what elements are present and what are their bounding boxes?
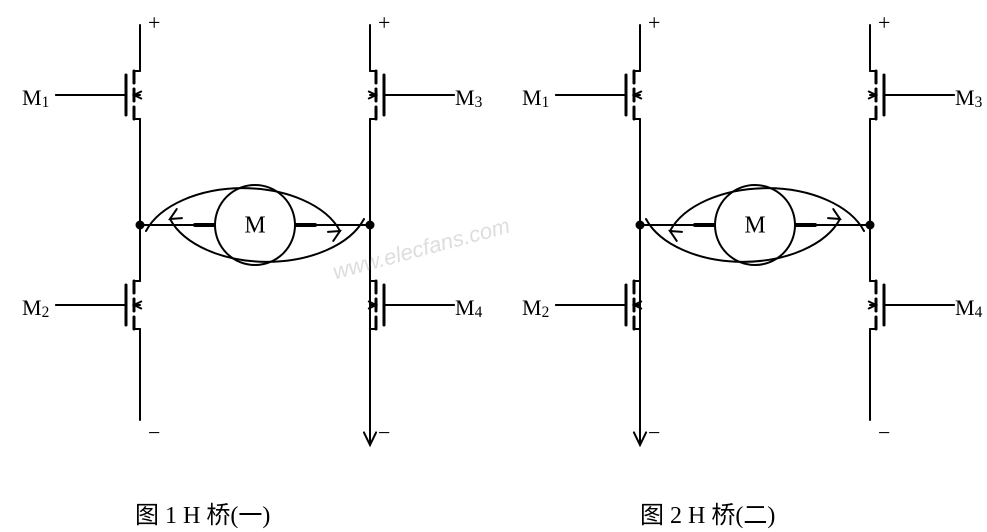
- svg-text:M2: M2: [22, 295, 49, 321]
- svg-text:M4: M4: [955, 295, 983, 321]
- svg-text:−: −: [378, 420, 390, 445]
- svg-text:−: −: [148, 420, 160, 445]
- svg-text:M: M: [244, 213, 265, 239]
- svg-text:M1: M1: [522, 85, 549, 111]
- diagram-page: + + − − M M1 M2 M3 M4 + + − − M M1 M2 M3 M4 图 1 H 桥(一) 图 2…: [0, 0, 987, 532]
- circuit-svg: + + − − M M1 M2 M3 M4 + + − − M M1 M2 M3 M4: [0, 0, 987, 532]
- svg-text:M4: M4: [455, 295, 483, 321]
- svg-text:+: +: [378, 10, 390, 35]
- hbridge-left: + + − − M M1 M2 M3 M4: [22, 10, 483, 445]
- svg-text:+: +: [148, 10, 160, 35]
- caption-left: 图 1 H 桥(一): [135, 495, 270, 530]
- svg-text:−: −: [648, 420, 660, 445]
- hbridge-right: + + − − M M1 M2 M3 M4: [522, 10, 983, 445]
- svg-text:M: M: [744, 213, 765, 239]
- svg-text:M3: M3: [455, 85, 483, 111]
- svg-text:M3: M3: [955, 85, 983, 111]
- svg-text:M1: M1: [22, 85, 49, 111]
- svg-text:+: +: [648, 10, 660, 35]
- svg-text:+: +: [878, 10, 890, 35]
- svg-text:−: −: [878, 420, 890, 445]
- svg-text:M2: M2: [522, 295, 549, 321]
- caption-right: 图 2 H 桥(二): [640, 495, 775, 530]
